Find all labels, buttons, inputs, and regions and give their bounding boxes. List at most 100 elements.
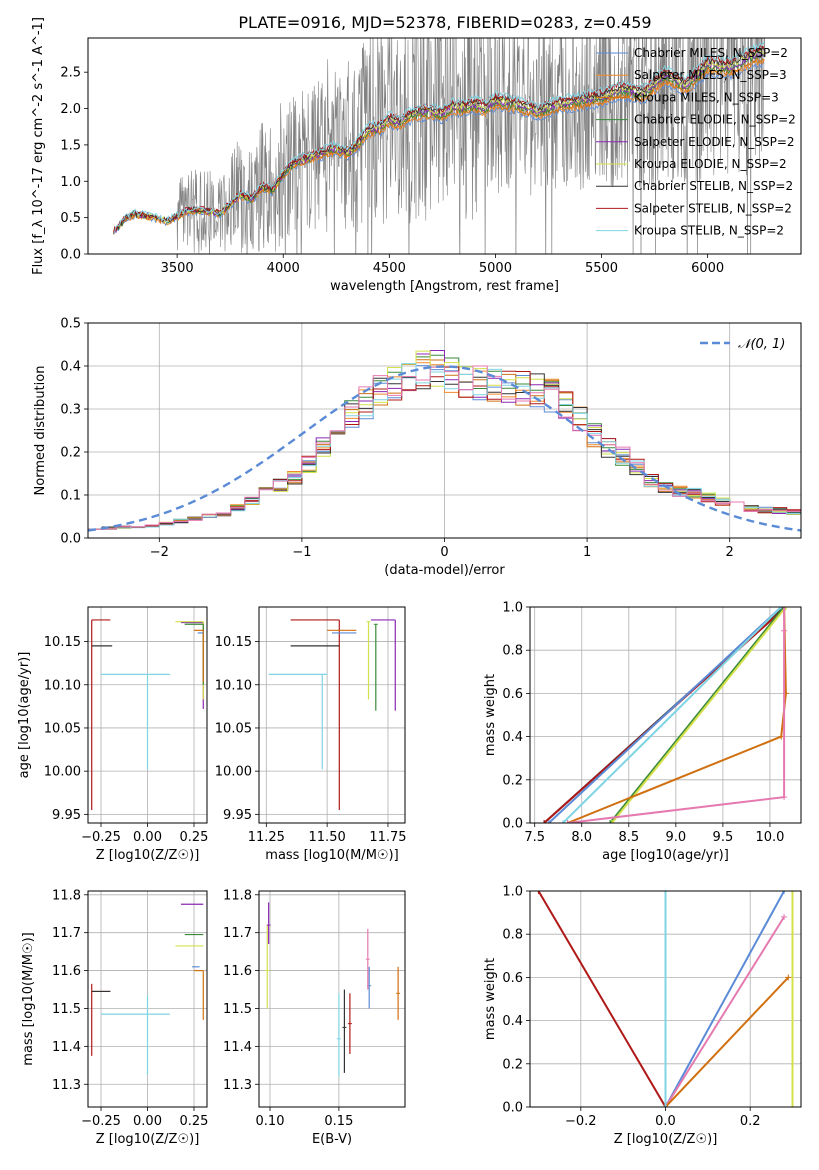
y-axis-label: age [log10(age/yr)] <box>17 652 32 779</box>
errorbar-point <box>366 621 371 700</box>
weight-marker <box>785 974 792 981</box>
panel-residuals: 𝒩(0, 1) −2 −1 0 1 2 0.0 0.1 0.2 0.3 0.4 0.5 (data-mo… <box>33 317 802 578</box>
x-axis-label: (data-model)/error <box>384 563 505 578</box>
y-tick-label: 11.6 <box>223 964 252 979</box>
y-tick-label: 11.3 <box>52 1078 81 1093</box>
y-tick-label: 10.00 <box>44 765 81 780</box>
y-tick-label: 0.5 <box>60 211 81 226</box>
y-tick-label: 10.05 <box>44 721 81 736</box>
panel-age_vs_mass: 11.25 11.50 11.75 9.95 10.00 10.05 10.10 10.15 m… <box>215 606 407 863</box>
x-axis-label: E(B-V) <box>312 1132 352 1147</box>
legend-entry: Kroupa ELODIE, N_SSP=2 <box>634 157 787 171</box>
plot-area <box>265 902 401 1077</box>
weight-marker <box>781 891 788 894</box>
y-tick-label: 0.4 <box>502 730 523 745</box>
residual-histogram <box>88 365 801 530</box>
y-tick-label: 0.0 <box>502 817 523 832</box>
y-tick-label: 11.5 <box>223 1002 252 1017</box>
y-axis-label: mass [log10(M/M☉)] <box>21 932 36 1065</box>
y-tick-label: 0.0 <box>60 248 81 263</box>
plot-area <box>535 891 796 1107</box>
x-tick-label: 1 <box>583 545 591 560</box>
panel-mass_vs_ebv: 0.10 0.15 11.3 11.4 11.5 11.6 11.7 11.8 E(B-V) <box>223 888 406 1147</box>
plot-area <box>113 38 765 254</box>
y-tick-label: 2.0 <box>60 102 81 117</box>
weight-line <box>562 607 782 823</box>
x-tick-label: 4500 <box>373 261 406 276</box>
y-tick-label: 11.8 <box>223 888 252 903</box>
x-tick-label: −0.25 <box>81 1114 121 1129</box>
x-tick-label: 3500 <box>161 261 194 276</box>
legend-entry: Chabrier ELODIE, N_SSP=2 <box>634 113 796 127</box>
x-tick-label: 7.5 <box>524 830 545 845</box>
x-tick-label: 0 <box>440 545 448 560</box>
y-tick-label: 0.0 <box>60 532 81 547</box>
axes-frame <box>87 37 802 255</box>
x-tick-label: −0.2 <box>565 1114 597 1129</box>
y-axis-label: mass weight <box>483 674 498 756</box>
y-tick-label: 1.0 <box>502 601 523 616</box>
legend-entry: Chabrier MILES, N_SSP=2 <box>634 46 788 60</box>
x-axis-label: Z [log10(Z/Z☉)] <box>614 1132 718 1147</box>
y-tick-label: 1.0 <box>502 885 523 900</box>
errorbar-point <box>91 619 111 811</box>
x-tick-label: 8.0 <box>571 830 592 845</box>
y-tick-label: 0.1 <box>60 489 81 504</box>
errorbar-point <box>266 902 271 945</box>
observed-spectrum <box>113 38 765 254</box>
errorbar-point <box>342 989 347 1073</box>
x-tick-label: 0.2 <box>740 1114 761 1129</box>
errorbar-point <box>193 629 204 683</box>
weight-marker <box>782 607 789 610</box>
errorbar-point <box>370 619 396 711</box>
plot-area <box>541 607 789 823</box>
x-tick-label: −0.25 <box>81 830 121 845</box>
x-tick-label: 0.00 <box>133 1114 162 1129</box>
y-tick-label: 2.5 <box>60 66 81 81</box>
x-tick-label: 11.75 <box>369 830 406 845</box>
weight-marker <box>789 1104 796 1107</box>
y-tick-label: 11.7 <box>52 926 81 941</box>
y-tick-label: 0.6 <box>502 687 523 702</box>
panel-mass_vs_Z: −0.25 0.00 0.25 11.3 11.4 11.5 11.6 11.7 11.8 Z [… <box>21 888 208 1147</box>
weight-marker <box>541 820 548 823</box>
model-curve <box>113 42 765 233</box>
y-tick-label: 9.95 <box>52 808 81 823</box>
y-tick-label: 0.6 <box>502 971 523 986</box>
x-tick-label: 5500 <box>585 261 618 276</box>
legend-entry: Kroupa STELIB, N_SSP=2 <box>634 224 784 238</box>
y-tick-label: 10.15 <box>215 635 252 650</box>
y-tick-label: 9.95 <box>223 808 252 823</box>
plot-area <box>268 619 396 811</box>
y-tick-label: 0.3 <box>60 403 81 418</box>
y-tick-label: 11.6 <box>52 964 81 979</box>
panel-age_vs_Z: −0.25 0.00 0.25 9.95 10.00 10.05 10.10 10.15 Z [… <box>17 606 208 863</box>
y-tick-label: 0.2 <box>60 446 81 461</box>
y-tick-label: 11.4 <box>52 1040 81 1055</box>
y-tick-label: 10.05 <box>215 721 252 736</box>
weight-marker <box>564 820 571 823</box>
x-tick-label: 6000 <box>691 261 724 276</box>
y-tick-label: 0.5 <box>60 317 81 332</box>
weight-line <box>664 891 785 1107</box>
legend-entry: Salpeter STELIB, N_SSP=2 <box>634 201 792 215</box>
y-tick-label: 0.4 <box>60 360 81 375</box>
gaussian-curve <box>88 365 801 532</box>
y-tick-label: 11.8 <box>52 888 81 903</box>
weight-marker <box>559 820 566 823</box>
x-tick-label: 9.0 <box>666 830 687 845</box>
legend: Chabrier MILES, N_SSP=2 Salpeter MILES, N… <box>596 46 796 238</box>
errorbar-point <box>180 621 204 709</box>
y-tick-label: 10.00 <box>215 765 252 780</box>
plot-area <box>91 619 204 811</box>
legend-entry: 𝒩(0, 1) <box>738 337 785 352</box>
y-tick-label: 0.8 <box>502 928 523 943</box>
y-tick-label: 11.7 <box>223 926 252 941</box>
x-axis-label: Z [log10(Z/Z☉)] <box>96 1132 200 1147</box>
y-tick-label: 0.0 <box>502 1101 523 1116</box>
legend-entry: Chabrier STELIB, N_SSP=2 <box>634 179 793 193</box>
errorbar-point <box>265 925 270 1009</box>
panel-weight_vs_age: 7.5 8.0 8.5 9.0 9.5 10.0 0.0 0.2 0.4 0.6 0.8 1.0 age… <box>483 601 802 863</box>
weight-line <box>611 607 787 823</box>
